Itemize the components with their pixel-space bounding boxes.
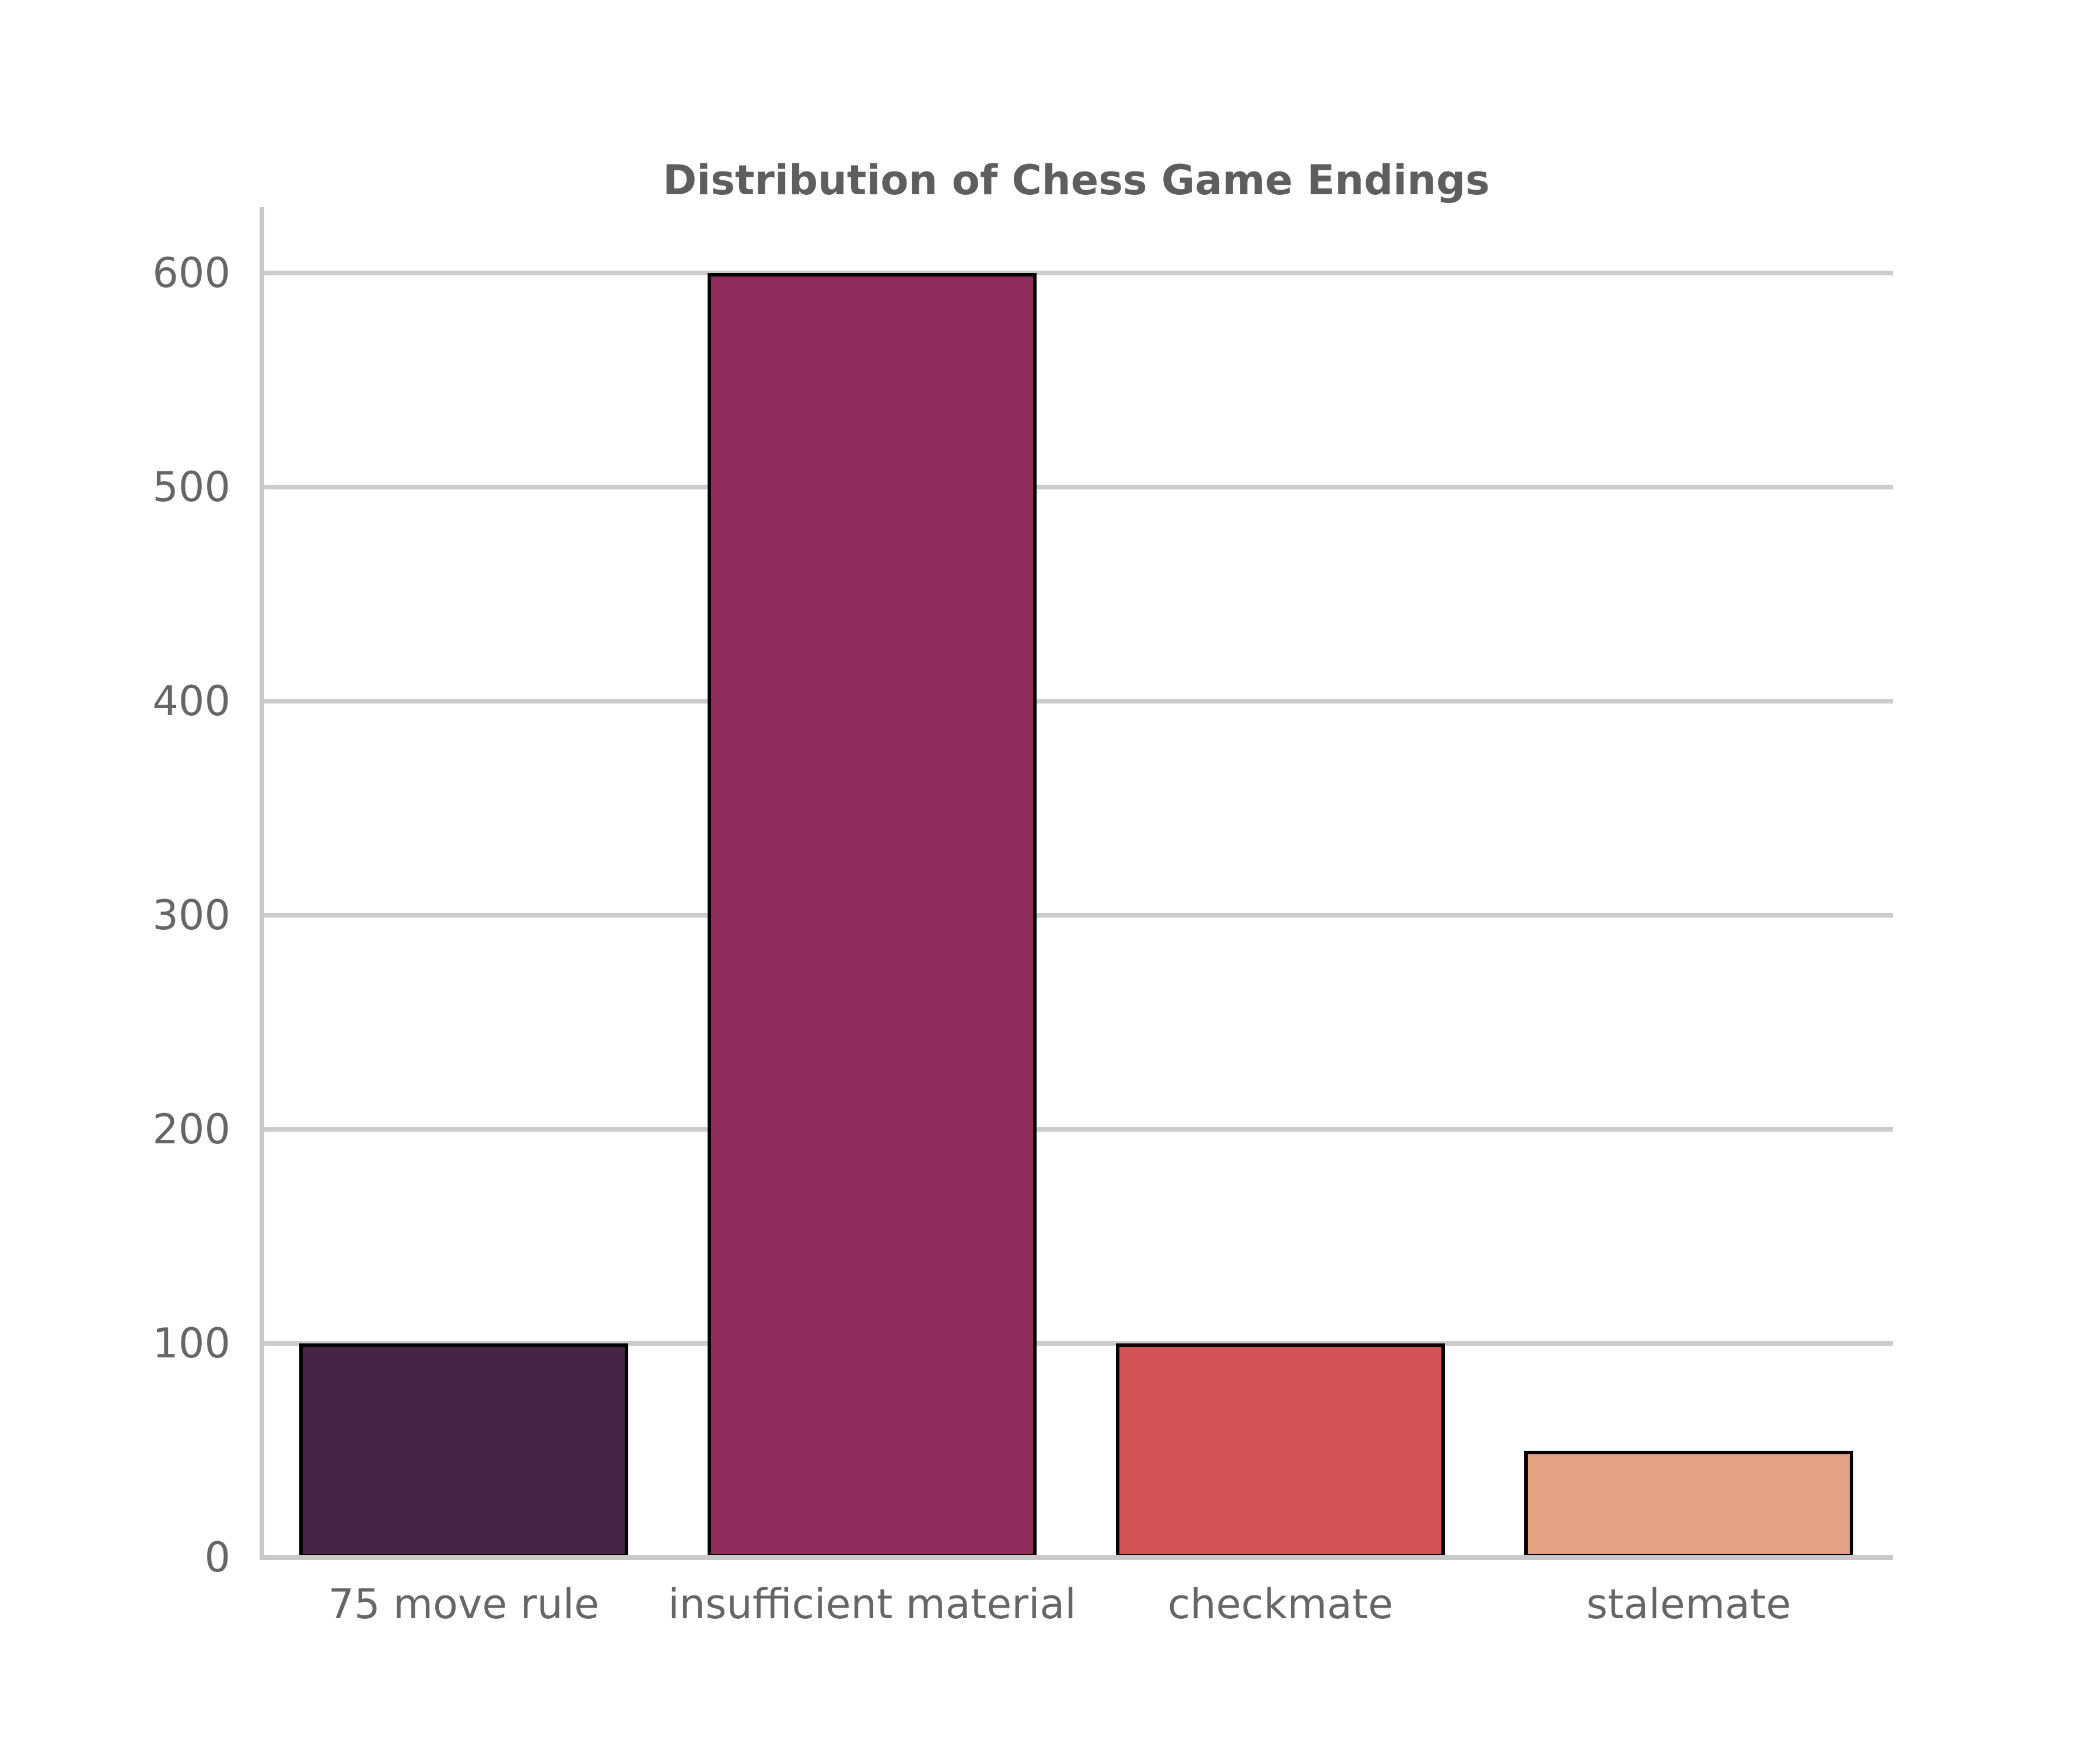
x-tick-label-75-move-rule: 75 move rule	[328, 1580, 600, 1628]
y-axis-spine	[260, 207, 264, 1560]
y-tick-label-300: 300	[152, 891, 230, 939]
gridline-y-500	[260, 485, 1893, 489]
chart-title: Distribution of Chess Game Endings	[663, 156, 1490, 204]
y-tick-label-100: 100	[152, 1320, 230, 1367]
x-axis-spine	[260, 1555, 1893, 1560]
gridline-y-600	[260, 271, 1893, 275]
y-tick-label-500: 500	[152, 463, 230, 511]
x-tick-label-insufficient-material: insufficient material	[668, 1580, 1076, 1628]
bar-insufficient-material	[708, 273, 1037, 1558]
bar-75-move-rule	[299, 1343, 628, 1558]
y-tick-label-0: 0	[204, 1534, 230, 1581]
bar-checkmate	[1116, 1343, 1445, 1558]
gridline-y-200	[260, 1127, 1893, 1132]
x-tick-label-checkmate: checkmate	[1167, 1580, 1394, 1628]
y-tick-label-600: 600	[152, 249, 230, 297]
y-tick-label-400: 400	[152, 677, 230, 725]
bar-stalemate	[1524, 1450, 1853, 1558]
gridline-y-400	[260, 699, 1893, 704]
gridline-y-300	[260, 913, 1893, 918]
y-tick-label-200: 200	[152, 1105, 230, 1153]
gridline-y-100	[260, 1341, 1893, 1346]
x-tick-label-stalemate: stalemate	[1586, 1580, 1791, 1628]
